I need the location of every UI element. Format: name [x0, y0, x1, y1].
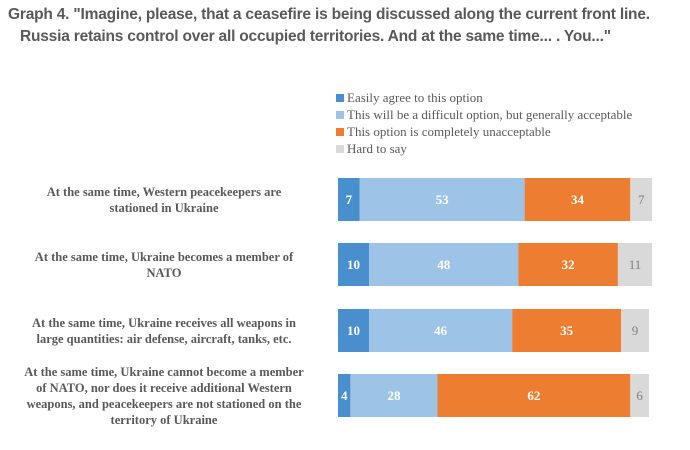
bar-row-3: 10 46 35 9: [338, 309, 649, 352]
bar-segment-hard-to-say: [630, 178, 653, 221]
bar-segment-unacceptable: [512, 309, 622, 352]
bar-segment-difficult-acceptable: [369, 309, 513, 352]
category-label-line: At the same time, Western peacekeepers a…: [46, 184, 282, 199]
bar-segment-hard-to-say: [617, 243, 653, 286]
legend-swatch-easily-agree: [336, 93, 344, 102]
bar-segment-unacceptable: [524, 178, 631, 221]
bar-row-4: 4 28 62 6: [338, 374, 649, 417]
bar-segment-easily-agree: [338, 309, 370, 352]
data-label-unacceptable: 32: [562, 257, 575, 272]
legend-item-difficult-acceptable: This will be a difficult option, but gen…: [336, 106, 632, 123]
bar-row-1: 7 53 34 7: [338, 178, 653, 221]
legend-item-hard-to-say: Hard to say: [336, 140, 632, 157]
legend-label-easily-agree: Easily agree to this option: [347, 90, 483, 105]
bar-segment-easily-agree: [338, 178, 360, 221]
bar-segment-easily-agree: [338, 374, 351, 417]
data-label-hard-to-say: 9: [632, 323, 639, 338]
chart-title-line-2: Russia retains control over all occupied…: [20, 28, 611, 45]
bar-row-2: 10 48 32 11: [338, 243, 653, 286]
category-label-no-nato-no-weapons: At the same time, Ukraine cannot become …: [0, 364, 328, 428]
category-label-weapons: At the same time, Ukraine receives all w…: [0, 315, 328, 347]
legend-swatch-unacceptable: [336, 127, 344, 136]
bar-segment-hard-to-say: [621, 309, 649, 352]
data-label-difficult-acceptable: 48: [437, 257, 451, 272]
data-label-unacceptable: 35: [560, 323, 574, 338]
bar-segment-hard-to-say: [630, 374, 649, 417]
legend-swatch-difficult-acceptable: [336, 110, 344, 119]
data-label-hard-to-say: 7: [638, 192, 645, 207]
category-label-line: weapons, and peacekeepers are not statio…: [26, 396, 302, 411]
category-label-line: stationed in Ukraine: [109, 200, 219, 215]
data-label-hard-to-say: 11: [629, 257, 642, 272]
bar-segment-difficult-acceptable: [369, 243, 519, 286]
category-label-line: At the same time, Ukraine receives all w…: [32, 315, 296, 330]
legend-label-difficult-acceptable: This will be a difficult option, but gen…: [347, 107, 633, 122]
data-label-easily-agree: 7: [346, 192, 353, 207]
data-label-easily-agree: 10: [347, 323, 360, 338]
chart-title: Graph 4. "Imagine, please, that a ceasef…: [8, 4, 688, 48]
bar-segment-difficult-acceptable: [359, 178, 525, 221]
legend-swatch-hard-to-say: [336, 144, 344, 153]
bar-segment-easily-agree: [338, 243, 370, 286]
chart-title-line-1: Graph 4. "Imagine, please, that a ceasef…: [8, 6, 650, 23]
data-label-unacceptable: 62: [527, 388, 540, 403]
bar-segment-unacceptable: [518, 243, 618, 286]
category-label-line: At the same time, Ukraine cannot become …: [24, 364, 304, 379]
category-label-peacekeepers: At the same time, Western peacekeepers a…: [0, 184, 328, 216]
category-label-line: NATO: [146, 265, 182, 280]
data-label-difficult-acceptable: 28: [387, 388, 401, 403]
data-label-difficult-acceptable: 46: [434, 323, 448, 338]
category-label-line: territory of Ukraine: [110, 412, 218, 427]
category-label-nato-member: At the same time, Ukraine becomes a memb…: [0, 249, 328, 281]
data-label-difficult-acceptable: 53: [436, 192, 450, 207]
bar-segment-difficult-acceptable: [350, 374, 438, 417]
legend-label-hard-to-say: Hard to say: [347, 141, 407, 156]
data-label-hard-to-say: 6: [636, 388, 643, 403]
category-label-line: of NATO, nor does it receive additional …: [36, 380, 292, 395]
data-label-unacceptable: 34: [571, 192, 585, 207]
legend-item-unacceptable: This option is completely unacceptable: [336, 123, 632, 140]
data-label-easily-agree: 10: [347, 257, 360, 272]
data-label-easily-agree: 4: [341, 388, 348, 403]
category-label-line: At the same time, Ukraine becomes a memb…: [34, 249, 294, 264]
legend-item-easily-agree: Easily agree to this option: [336, 89, 632, 106]
chart-legend: Easily agree to this option This will be…: [336, 89, 632, 157]
category-label-line: large quantities: air defense, aircraft,…: [36, 331, 292, 346]
legend-label-unacceptable: This option is completely unacceptable: [347, 124, 551, 139]
bar-segment-unacceptable: [437, 374, 631, 417]
